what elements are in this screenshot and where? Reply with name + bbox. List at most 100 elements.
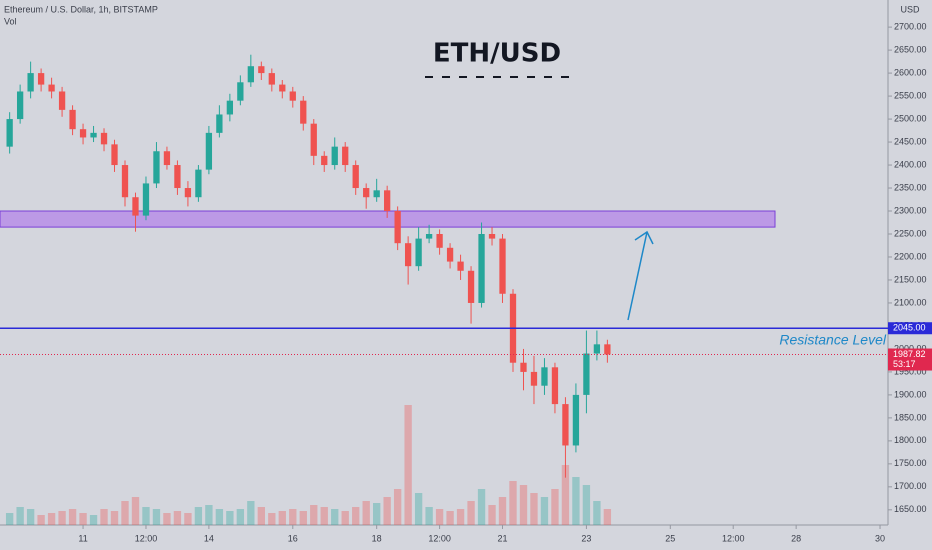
candle-body — [184, 188, 192, 198]
candle-body — [593, 344, 601, 354]
candle-body — [436, 233, 443, 248]
volume-bar — [414, 493, 423, 525]
volume-bar — [540, 497, 549, 525]
y-tick-label: 2000.00 — [894, 343, 927, 353]
currency-label: USD — [900, 4, 920, 14]
volume-bar — [184, 513, 192, 525]
volume-bar — [47, 513, 56, 525]
x-tick-label: 25 — [665, 533, 675, 543]
y-tick-label: 2300.00 — [894, 205, 927, 215]
resistance-tag — [888, 322, 932, 335]
volume-bar — [331, 509, 339, 525]
volume-bar — [352, 507, 360, 525]
countdown-label: 53:17 — [893, 359, 916, 369]
volume-bar — [68, 509, 77, 525]
volume-bar — [89, 515, 98, 525]
volume-bar — [173, 511, 182, 525]
candle-body — [268, 73, 275, 85]
candle-body — [342, 146, 349, 166]
volume-bar — [37, 515, 45, 525]
candle-body — [163, 151, 171, 166]
volume-label: Vol — [4, 16, 17, 26]
volume-bar — [435, 509, 444, 525]
chart-title: ETH/USD — [433, 39, 561, 69]
volume-bar — [226, 511, 234, 525]
candle-body — [237, 82, 244, 101]
candle-body — [572, 394, 580, 446]
candle-body — [121, 165, 129, 198]
volume-bar — [446, 511, 454, 525]
volume-bar — [467, 501, 475, 525]
volume-bar — [163, 513, 171, 525]
x-tick-label: 23 — [581, 533, 591, 543]
candle-body — [279, 84, 286, 92]
volume-bar — [603, 509, 612, 525]
last-price-tag — [888, 348, 932, 371]
volume-bar — [205, 505, 213, 525]
y-tick-label: 2350.00 — [894, 182, 927, 192]
volume-bar — [477, 489, 486, 525]
volume-bar — [289, 509, 297, 525]
y-tick-label: 2400.00 — [894, 159, 927, 169]
candle-body — [446, 247, 454, 262]
volume-bar — [247, 501, 255, 525]
volume-bar — [425, 507, 433, 525]
volume-bar — [551, 489, 559, 525]
x-tick-label: 12:00 — [428, 533, 451, 543]
y-tick-label: 2650.00 — [894, 44, 927, 54]
volume-bar — [299, 511, 307, 525]
candle-body — [394, 211, 401, 244]
symbol-header: Ethereum / U.S. Dollar, 1h, BITSTAMP — [4, 4, 158, 14]
y-tick-label: 1850.00 — [894, 412, 927, 422]
candle-body — [16, 91, 24, 120]
candle-body — [132, 197, 139, 216]
volume-bar — [257, 507, 265, 525]
candle-body — [457, 261, 464, 271]
candle-body — [205, 132, 213, 170]
volume-bar — [582, 485, 591, 525]
volume-bar — [268, 513, 276, 525]
volume-bar — [593, 501, 601, 525]
volume-bar — [215, 509, 224, 525]
candle-body — [258, 66, 265, 74]
candle-body — [195, 169, 202, 198]
candle-body — [604, 344, 611, 355]
annotation: Resistance Level — [779, 332, 887, 348]
candle-body — [321, 155, 328, 166]
y-tick-label: 2450.00 — [894, 136, 927, 146]
volume-bar — [131, 497, 140, 525]
y-tick-label: 2250.00 — [894, 228, 927, 238]
volume-bar — [5, 513, 14, 525]
y-tick-label: 2150.00 — [894, 274, 927, 284]
candle-body — [530, 371, 538, 386]
candle-body — [300, 100, 307, 124]
y-tick-label: 1700.00 — [894, 481, 927, 491]
y-tick-label: 1800.00 — [894, 435, 927, 445]
candle-body — [111, 144, 118, 166]
candle-body — [562, 404, 569, 446]
candle-body — [247, 66, 254, 83]
x-tick-label: 12:00 — [722, 533, 745, 543]
volume-bar — [456, 509, 465, 525]
candle-body — [289, 91, 296, 101]
y-tick-label: 1650.00 — [894, 504, 927, 514]
volume-bar — [561, 465, 570, 525]
volume-bar — [373, 503, 381, 525]
candle-body — [37, 73, 45, 85]
volume-bar — [310, 505, 318, 525]
volume-bar — [26, 509, 35, 525]
candle-body — [216, 114, 223, 133]
volume-bar — [142, 507, 150, 525]
candle-body — [153, 151, 160, 184]
x-tick-label: 30 — [875, 533, 885, 543]
candle-body — [541, 367, 548, 386]
candle-body — [58, 91, 66, 110]
candle-body — [79, 129, 87, 138]
candle-body — [384, 190, 391, 212]
candle-body — [551, 367, 559, 405]
y-tick-label: 1750.00 — [894, 458, 927, 468]
volume-bar — [362, 501, 370, 525]
volume-bar — [530, 493, 538, 525]
